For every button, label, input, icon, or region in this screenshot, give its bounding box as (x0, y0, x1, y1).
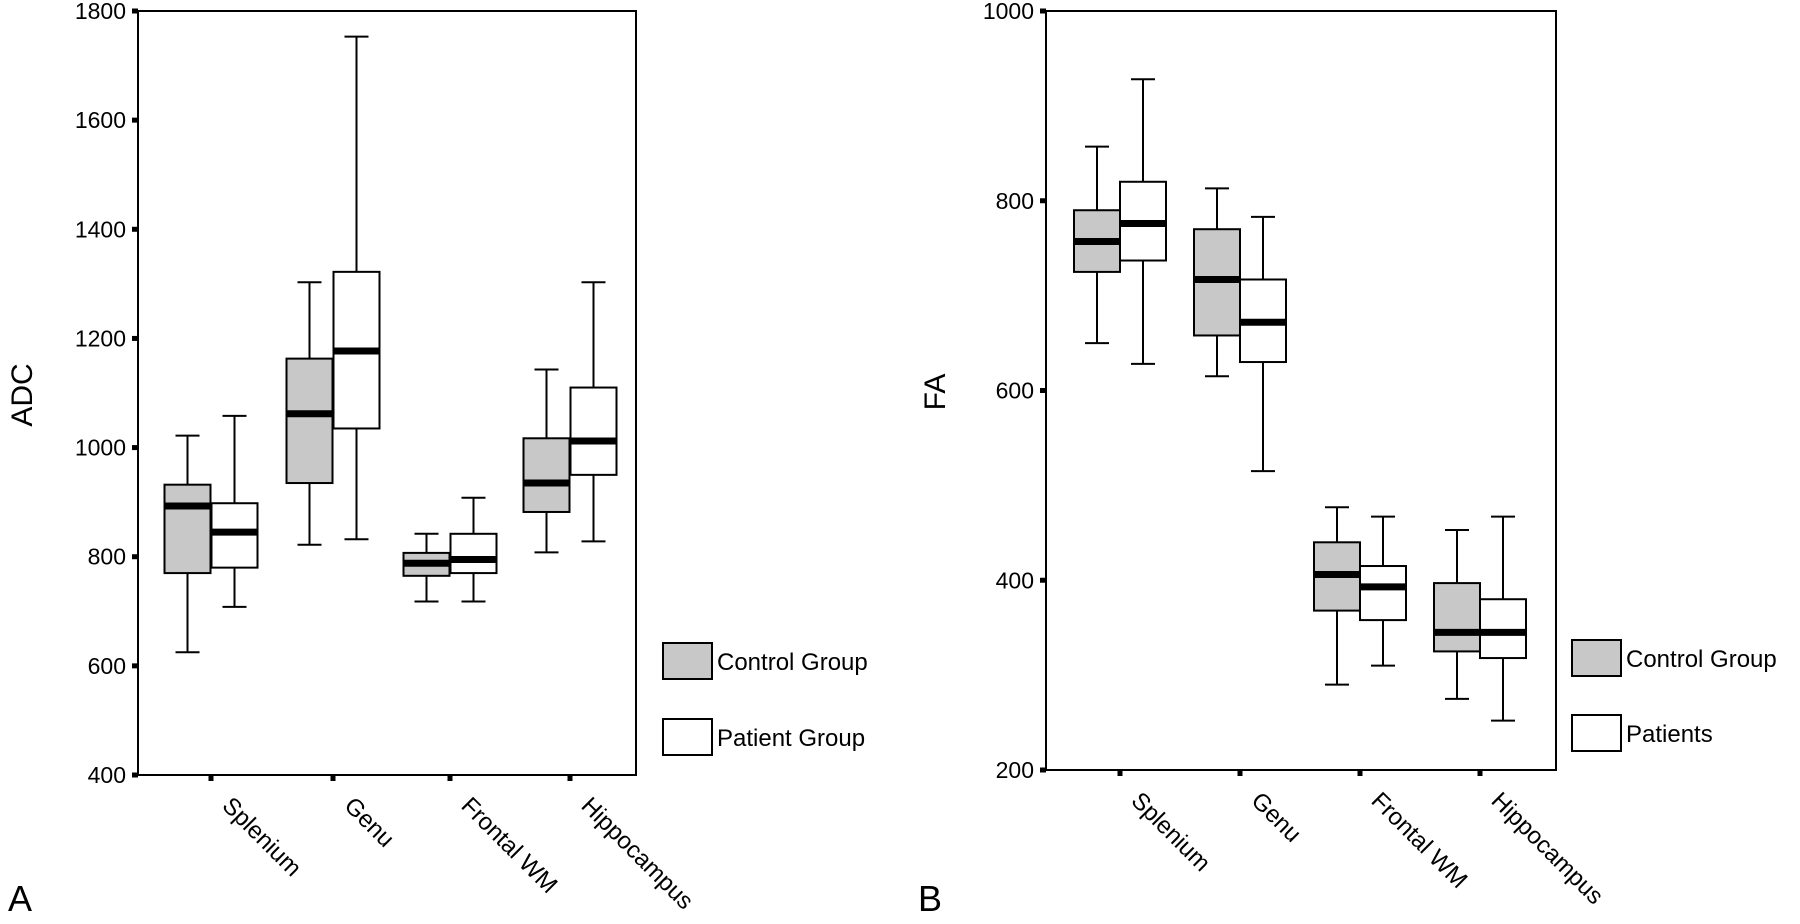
y-tick-label: 1800 (75, 0, 126, 24)
panel-b-label: B (918, 878, 942, 919)
y-axis-label: FA (919, 374, 952, 411)
legend-swatch (1571, 714, 1622, 752)
box (522, 437, 571, 513)
y-tick-label: 1000 (75, 435, 126, 461)
x-tick-label: Genu (1246, 787, 1307, 848)
y-tick-label: 1600 (75, 107, 126, 133)
y-tick-label: 1000 (983, 0, 1034, 24)
y-tick-label: 800 (996, 188, 1034, 214)
y-tick-label: 1200 (75, 325, 126, 351)
y-tick-label: 400 (88, 762, 126, 788)
box (163, 483, 212, 575)
y-tick-label: 200 (996, 757, 1034, 783)
x-tick-label: Hippocampus (576, 792, 699, 915)
legend-swatch (1571, 639, 1622, 677)
panel-a-chart: 400 600 800 1000 1200 1400 1600 1800 ADC Splenium… (6, 0, 868, 915)
y-tick-label: 1400 (75, 216, 126, 242)
legend-swatch (662, 642, 713, 680)
legend-swatch (662, 718, 713, 756)
x-tick-label: Frontal WM (456, 792, 563, 899)
box (1433, 582, 1481, 653)
x-tick-label: Frontal WM (1366, 787, 1473, 894)
panel-a-label: A (8, 878, 32, 919)
box (449, 532, 498, 575)
box (1479, 598, 1527, 660)
box (569, 386, 618, 476)
legend-label: Patient Group (717, 725, 865, 752)
y-tick-label: 800 (88, 544, 126, 570)
y-tick-label: 400 (996, 567, 1034, 593)
y-tick-label: 600 (88, 653, 126, 679)
x-tick-label: Genu (339, 792, 400, 853)
plot-frame (137, 10, 637, 776)
legend-label: Control Group (717, 649, 868, 676)
box (285, 357, 334, 485)
x-tick-label: Splenium (217, 792, 307, 882)
y-tick-label: 600 (996, 378, 1034, 404)
x-tick-label: Splenium (1126, 787, 1216, 877)
legend-label: Patients (1626, 721, 1713, 748)
panel-b-chart: 200 400 600 800 1000 FA Splenium Genu Frontal WM… (919, 0, 1777, 910)
box (1359, 565, 1407, 622)
legend-label: Control Group (1626, 646, 1777, 673)
y-axis-label: ADC (6, 363, 39, 426)
x-tick-label: Hippocampus (1486, 787, 1609, 910)
